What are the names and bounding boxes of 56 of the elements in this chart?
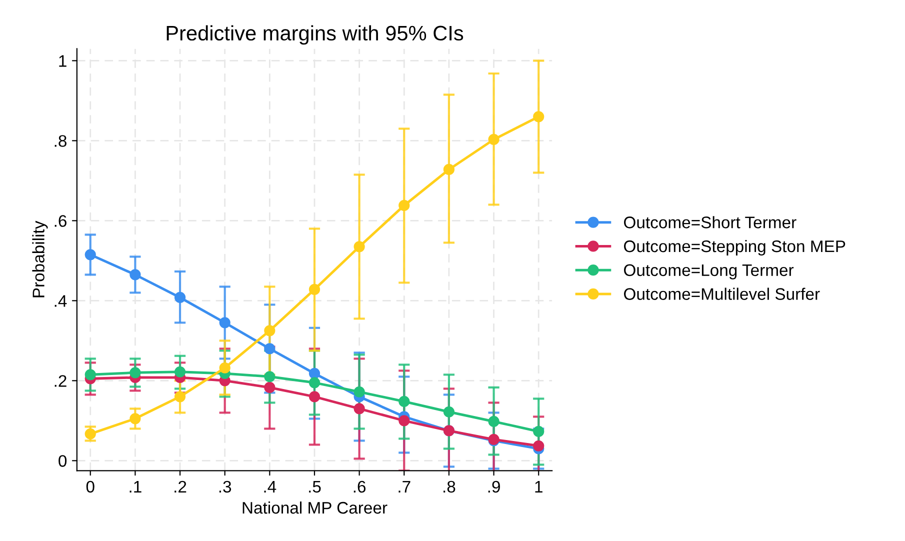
point — [130, 413, 141, 424]
point — [174, 292, 186, 304]
y-tick-label: .6 — [54, 215, 66, 227]
point — [354, 241, 365, 252]
x-tick-label: .4 — [264, 481, 276, 492]
y-tick-label: 1 — [59, 55, 66, 67]
x-tick-label: .2 — [174, 480, 186, 492]
y-tick-label: .8 — [54, 135, 66, 147]
point — [84, 249, 96, 260]
y-tick-label: .4 — [54, 295, 67, 307]
x-tick-label: 0 — [86, 480, 94, 493]
point — [443, 164, 455, 176]
x-tick-label: .3 — [219, 480, 232, 493]
x-tick-label: .9 — [488, 480, 500, 493]
point — [174, 391, 186, 402]
point — [308, 377, 320, 388]
legend-label: Outcome=Multilevel Surfer — [624, 288, 820, 300]
chart-title: Predictive margins with 95% CIs — [166, 25, 464, 45]
point — [264, 325, 276, 336]
point — [130, 367, 141, 378]
point — [264, 371, 276, 382]
point — [533, 426, 544, 438]
point — [264, 382, 276, 394]
x-tick-label: .5 — [309, 481, 321, 493]
legend-label: Outcome=Stepping Ston MEP — [624, 240, 846, 256]
x-axis-title: National MP Career — [242, 501, 388, 514]
point — [488, 416, 500, 428]
point — [398, 396, 410, 408]
point — [84, 369, 96, 380]
x-tick-label: .1 — [130, 481, 142, 492]
point — [219, 362, 230, 374]
point — [308, 391, 320, 402]
x-tick-label: .7 — [398, 481, 410, 492]
point — [264, 343, 276, 354]
point — [308, 368, 320, 380]
point — [130, 269, 141, 280]
point — [354, 386, 365, 398]
y-tick-label: 0 — [58, 455, 67, 467]
point — [219, 317, 230, 328]
point — [533, 111, 544, 122]
point — [174, 366, 186, 378]
point — [398, 415, 410, 426]
point — [533, 440, 544, 452]
y-tick-label: .2 — [54, 375, 66, 387]
x-tick-label: .8 — [444, 480, 456, 493]
point — [488, 134, 500, 146]
point — [308, 284, 320, 296]
y-axis-title: Probability — [32, 220, 48, 298]
x-tick-label: 1 — [535, 481, 542, 492]
x-tick-label: .6 — [354, 480, 366, 493]
legend-label: Outcome=Long Termer — [624, 264, 794, 280]
legend-label: Outcome=Short Termer — [624, 216, 796, 228]
point — [398, 200, 410, 212]
point — [84, 428, 96, 440]
point — [354, 403, 365, 414]
point — [443, 406, 455, 418]
